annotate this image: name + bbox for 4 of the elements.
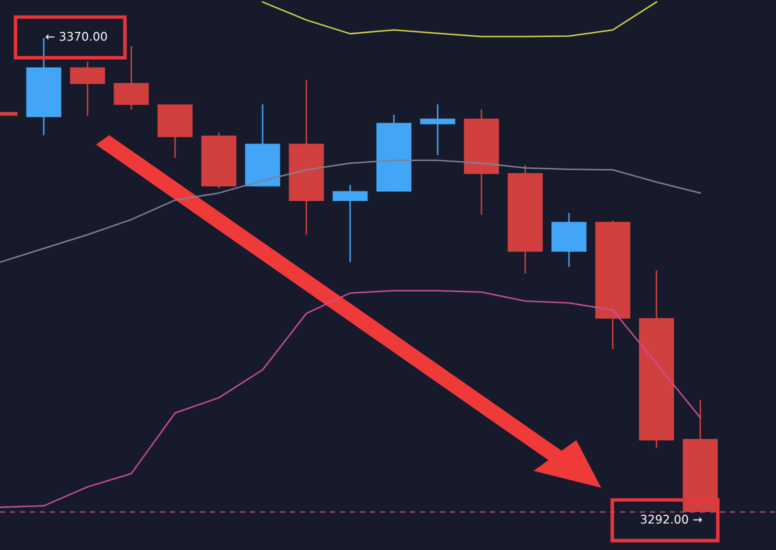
candlestick [420,104,456,156]
annotation: ← 3370.00 [46,32,107,41]
candlestick [332,184,368,263]
text: 3292.00 → [640,514,702,524]
